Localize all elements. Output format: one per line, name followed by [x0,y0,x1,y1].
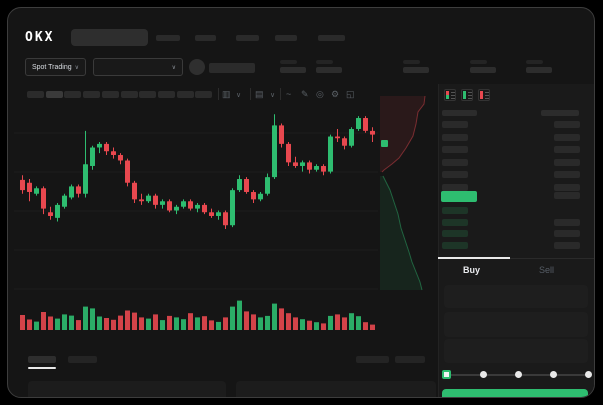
bid-amount-placeholder [554,218,580,226]
amount-input[interactable] [444,312,588,337]
timeframe-button[interactable] [83,91,101,98]
bottom-tab[interactable] [68,356,97,363]
candle-style-chevron-icon[interactable]: ∨ [236,92,242,99]
tab-sell[interactable]: Sell [539,265,555,275]
slider-stop-dot[interactable] [515,371,522,378]
settings-icon[interactable]: ⚙ [331,89,340,99]
orderbook-price-header [442,110,477,116]
orders-panel-placeholder [28,381,226,397]
indicator-icon[interactable]: ▤ [255,89,264,99]
tab-buy[interactable]: Buy [463,265,481,275]
book-asks-icon[interactable] [478,89,490,101]
app-window: OKX Spot Trading ∨ ∨ Buy Sell ▥ ∨ ▤ [7,7,595,398]
nav-item[interactable] [156,35,180,41]
market-type-dropdown[interactable]: Spot Trading ∨ [25,58,86,76]
snapshot-icon[interactable]: ◎ [316,89,324,99]
pair-search-dropdown[interactable]: ∨ [93,58,183,76]
ask-price-placeholder[interactable] [442,183,468,191]
stat-value-placeholder [470,67,496,73]
pair-name-placeholder[interactable] [209,63,255,73]
ask-amount-placeholder [554,183,580,191]
ask-price-placeholder[interactable] [442,121,468,128]
nav-item[interactable] [318,35,345,41]
bid-price-placeholder[interactable] [442,242,468,250]
buy-button[interactable] [442,389,588,397]
indicator-chevron-icon[interactable]: ∨ [270,92,276,99]
stat-label-placeholder [316,60,333,64]
bottom-control[interactable] [395,356,425,363]
draw-tool-icon[interactable]: ✎ [301,89,309,99]
slider-stop-dot[interactable] [550,371,557,378]
okx-logo: OKX [25,30,55,45]
nav-item[interactable] [195,35,216,41]
ask-amount-placeholder [554,121,580,128]
timeframe-button[interactable] [195,91,213,98]
stat-label-placeholder [526,60,543,64]
bid-price-placeholder[interactable] [442,218,468,226]
bid-price-placeholder[interactable] [442,207,468,214]
slider-stop-dot[interactable] [585,371,592,378]
stat-value-placeholder [403,67,429,73]
ask-amount-placeholder [554,158,580,166]
book-both-icon[interactable] [444,89,456,101]
orderbook-last-price[interactable] [441,191,477,202]
toolbar-divider [218,88,219,100]
ask-amount-placeholder [554,133,580,141]
slider-stop-dot[interactable] [480,371,487,378]
price-input[interactable] [444,285,588,308]
total-input[interactable] [444,339,588,363]
timeframe-button[interactable] [101,91,119,98]
timeframe-button[interactable] [64,91,82,98]
buy-tab-indicator [438,257,510,259]
panel-divider [438,258,594,259]
market-type-label: Spot Trading [31,63,72,71]
timeframe-button[interactable] [157,91,175,98]
amount-slider-handle[interactable] [442,370,451,379]
line-tool-icon[interactable]: ~ [286,89,292,99]
bottom-tab-active[interactable] [28,356,56,363]
bid-amount-placeholder [554,230,580,238]
timeframe-button[interactable] [176,91,194,98]
history-panel-placeholder [236,381,436,397]
stat-label-placeholder [403,60,420,64]
search-input[interactable] [71,29,148,46]
ask-amount-placeholder [554,171,580,178]
stat-value-placeholder [280,67,306,73]
candlestick-chart[interactable] [8,8,595,398]
chevron-down-icon: ∨ [171,64,176,71]
candle-style-icon[interactable]: ▥ [222,89,231,99]
ask-price-placeholder[interactable] [442,133,468,141]
ask-price-placeholder[interactable] [442,171,468,178]
fullscreen-icon[interactable]: ◱ [346,89,355,99]
last-price-marker [381,139,388,147]
timeframe-button[interactable] [45,91,63,98]
timeframe-button[interactable] [139,91,157,98]
ask-price-placeholder[interactable] [442,146,468,153]
timeframe-button[interactable] [27,91,44,98]
pair-coin-icon [189,59,205,75]
book-bids-icon[interactable] [461,89,473,101]
stat-value-placeholder [526,67,552,73]
bid-amount-placeholder [554,242,580,250]
orderbook-amount-header [541,110,579,116]
stat-label-placeholder [280,60,297,64]
stat-label-placeholder [470,60,487,64]
nav-item[interactable] [236,35,259,41]
ask-amount-placeholder [554,192,580,199]
ask-price-placeholder[interactable] [442,158,468,166]
nav-item[interactable] [275,35,297,41]
ask-amount-placeholder [554,146,580,153]
stat-value-placeholder [316,67,342,73]
chevron-down-icon: ∨ [74,64,80,71]
active-tab-underline [28,367,56,369]
bottom-control[interactable] [356,356,389,363]
toolbar-divider [250,88,251,100]
timeframe-button[interactable] [120,91,138,98]
toolbar-divider [280,88,281,100]
bid-price-placeholder[interactable] [442,230,468,238]
